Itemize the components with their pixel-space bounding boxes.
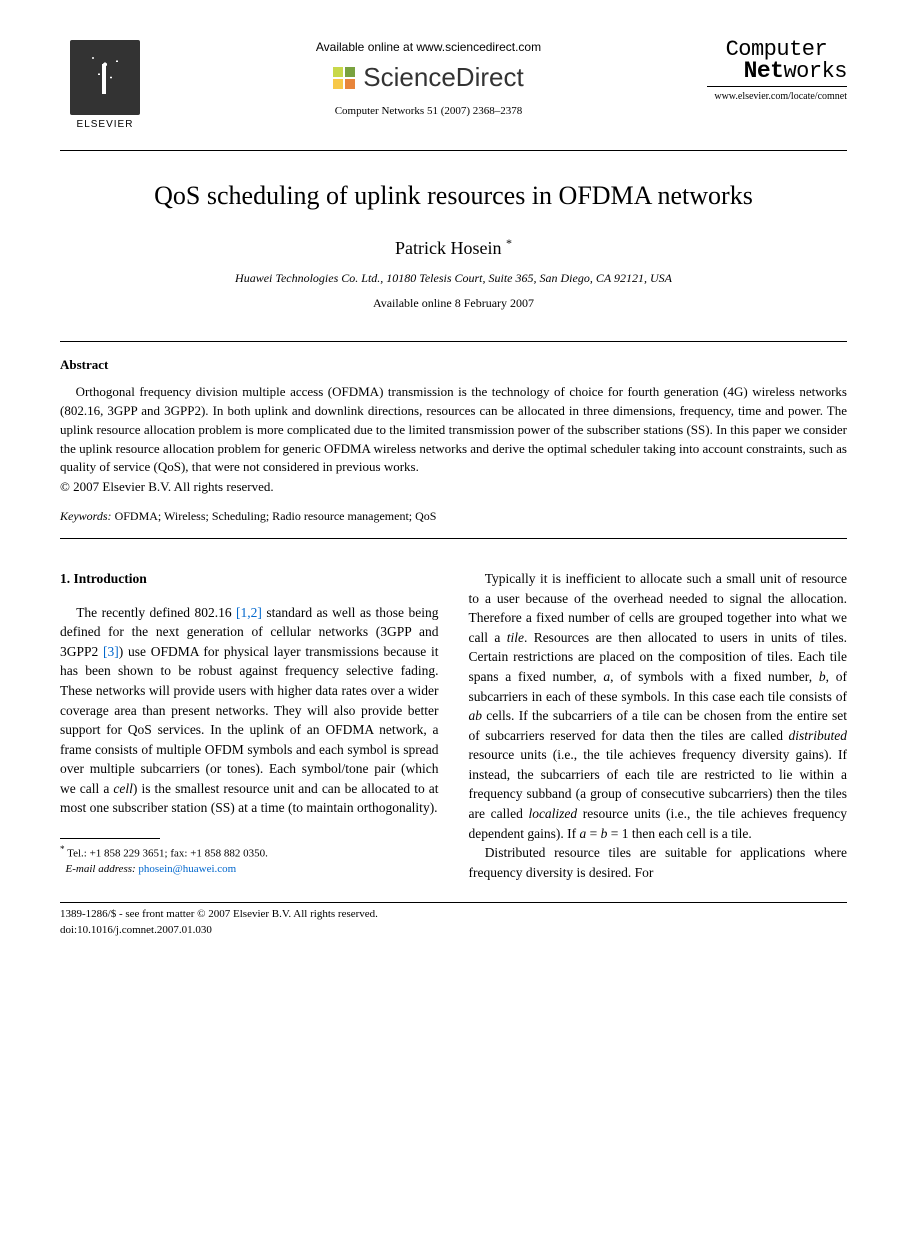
footer-block: 1389-1286/$ - see front matter © 2007 El… [60, 907, 847, 938]
keywords-line: Keywords: OFDMA; Wireless; Scheduling; R… [60, 509, 847, 524]
abstract-top-rule [60, 341, 847, 342]
column-right: Typically it is inefficient to allocate … [469, 569, 848, 882]
term-cell: cell [113, 781, 133, 796]
intro-paragraph-1: The recently defined 802.16 [1,2] standa… [60, 603, 439, 818]
section-heading: 1. Introduction [60, 569, 439, 589]
center-header: Available online at www.sciencedirect.co… [150, 40, 707, 117]
abstract-text: Orthogonal frequency division multiple a… [60, 383, 847, 477]
elsevier-logo: ELSEVIER [60, 40, 150, 140]
affiliation: Huawei Technologies Co. Ltd., 10180 Tele… [60, 271, 847, 286]
footer-rule [60, 902, 847, 903]
header-row: ELSEVIER Available online at www.science… [60, 40, 847, 140]
elsevier-tree-icon [70, 40, 140, 115]
author-footnote-mark: * [506, 236, 512, 250]
footnote-email-line: E-mail address: phosein@huawei.com [60, 862, 439, 877]
abstract-copyright: © 2007 Elsevier B.V. All rights reserved… [60, 479, 847, 495]
journal-reference: Computer Networks 51 (2007) 2368–2378 [170, 105, 687, 117]
sd-square [333, 79, 343, 89]
sciencedirect-logo: ScienceDirect [170, 62, 687, 93]
body-columns: 1. Introduction The recently defined 802… [60, 569, 847, 882]
footer-doi: doi:10.1016/j.comnet.2007.01.030 [60, 923, 847, 938]
sciencedirect-text: ScienceDirect [363, 62, 523, 93]
column-left: 1. Introduction The recently defined 802… [60, 569, 439, 882]
ref-link[interactable]: [3] [103, 644, 119, 659]
keywords-text: OFDMA; Wireless; Scheduling; Radio resou… [112, 509, 437, 523]
intro-paragraph-3: Distributed resource tiles are suitable … [469, 843, 848, 882]
sciencedirect-icon [333, 67, 355, 89]
author-line: Patrick Hosein * [60, 236, 847, 259]
abstract-heading: Abstract [60, 357, 847, 373]
term-localized: localized [528, 806, 577, 821]
footnote-tel-line: * Tel.: +1 858 229 3651; fax: +1 858 882… [60, 843, 439, 862]
footer-front-matter: 1389-1286/$ - see front matter © 2007 El… [60, 907, 847, 922]
intro-paragraph-2: Typically it is inefficient to allocate … [469, 569, 848, 843]
footnote-fax: +1 858 882 0350. [190, 848, 268, 860]
author-name: Patrick Hosein [395, 238, 501, 258]
journal-logo-net: Net [744, 58, 784, 84]
journal-url: www.elsevier.com/locate/comnet [707, 91, 847, 102]
term-distributed: distributed [788, 728, 847, 743]
header-rule [60, 150, 847, 151]
publisher-name: ELSEVIER [77, 119, 134, 130]
article-title: QoS scheduling of uplink resources in OF… [60, 181, 847, 211]
keywords-label: Keywords: [60, 509, 112, 523]
footnote-tel: +1 858 229 3651 [90, 848, 165, 860]
available-online-text: Available online at www.sciencedirect.co… [170, 40, 687, 54]
sd-square [345, 67, 355, 77]
journal-logo-works: works [783, 59, 847, 84]
footnote-rule [60, 838, 160, 839]
email-link[interactable]: phosein@huawei.com [138, 863, 236, 875]
available-date: Available online 8 February 2007 [60, 296, 847, 311]
ref-link[interactable]: [1,2] [236, 605, 262, 620]
sd-square [333, 67, 343, 77]
email-label: E-mail address: [66, 863, 136, 875]
journal-logo-rule [707, 86, 847, 87]
footnote-block: * Tel.: +1 858 229 3651; fax: +1 858 882… [60, 843, 439, 877]
abstract-bottom-rule [60, 538, 847, 539]
journal-logo: Computer Networks www.elsevier.com/locat… [707, 40, 847, 102]
term-tile: tile [507, 630, 524, 645]
journal-logo-text: Computer Networks [726, 40, 847, 83]
sd-square [345, 79, 355, 89]
